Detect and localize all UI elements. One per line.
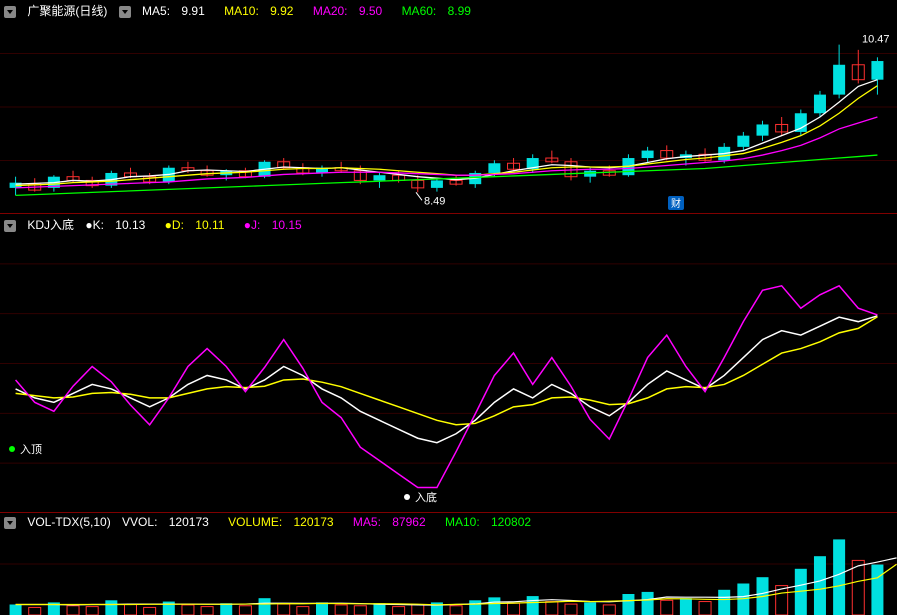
dropdown-icon[interactable] bbox=[4, 517, 16, 529]
svg-text:入底: 入底 bbox=[415, 490, 437, 504]
vol-header: VOL-TDX(5,10) VVOL: 120173 VOLUME: 12017… bbox=[4, 515, 547, 529]
candle-chart[interactable]: 10.47 8.49 财 bbox=[0, 0, 897, 214]
vol-ma5-label: MA5: 87962 bbox=[353, 515, 434, 529]
stock-title: 广聚能源(日线) bbox=[27, 4, 107, 18]
dropdown-icon[interactable] bbox=[4, 6, 16, 18]
svg-text:8.49: 8.49 bbox=[424, 195, 445, 207]
svg-text:财: 财 bbox=[671, 197, 681, 210]
volume-label: VOLUME: 120173 bbox=[228, 515, 341, 529]
kdj-header: KDJ入底 ●K: 10.13 ●D: 10.11 ●J: 10.15 bbox=[4, 216, 318, 233]
ma60-label: MA60: 8.99 bbox=[402, 4, 479, 18]
ma5-label: MA5: 9.91 bbox=[142, 4, 213, 18]
kdj-title: KDJ入底 bbox=[27, 218, 74, 232]
svg-text:入顶: 入顶 bbox=[20, 443, 42, 456]
kdj-panel[interactable]: KDJ入底 ●K: 10.13 ●D: 10.11 ●J: 10.15 入顶入底 bbox=[0, 214, 897, 513]
volume-panel[interactable]: VOL-TDX(5,10) VVOL: 120173 VOLUME: 12017… bbox=[0, 513, 897, 615]
d-label: ●D: 10.11 bbox=[165, 218, 233, 232]
ma20-label: MA20: 9.50 bbox=[313, 4, 390, 18]
k-label: ●K: 10.13 bbox=[85, 218, 153, 232]
vvol-label: VVOL: 120173 bbox=[122, 515, 217, 529]
candlestick-panel[interactable]: 广聚能源(日线) MA5: 9.91 MA10: 9.92 MA20: 9.50… bbox=[0, 0, 897, 214]
ma10-label: MA10: 9.92 bbox=[224, 4, 301, 18]
vol-ma10-label: MA10: 120802 bbox=[445, 515, 539, 529]
vol-title: VOL-TDX(5,10) bbox=[27, 515, 110, 529]
stock-chart-container: 广聚能源(日线) MA5: 9.91 MA10: 9.92 MA20: 9.50… bbox=[0, 0, 897, 615]
dropdown-icon[interactable] bbox=[4, 220, 16, 232]
svg-text:10.47: 10.47 bbox=[862, 34, 890, 46]
dropdown-icon[interactable] bbox=[119, 6, 131, 18]
j-label: ●J: 10.15 bbox=[244, 218, 310, 232]
kdj-chart[interactable]: 入顶入底 bbox=[0, 214, 897, 513]
candle-header: 广聚能源(日线) MA5: 9.91 MA10: 9.92 MA20: 9.50… bbox=[4, 2, 487, 19]
